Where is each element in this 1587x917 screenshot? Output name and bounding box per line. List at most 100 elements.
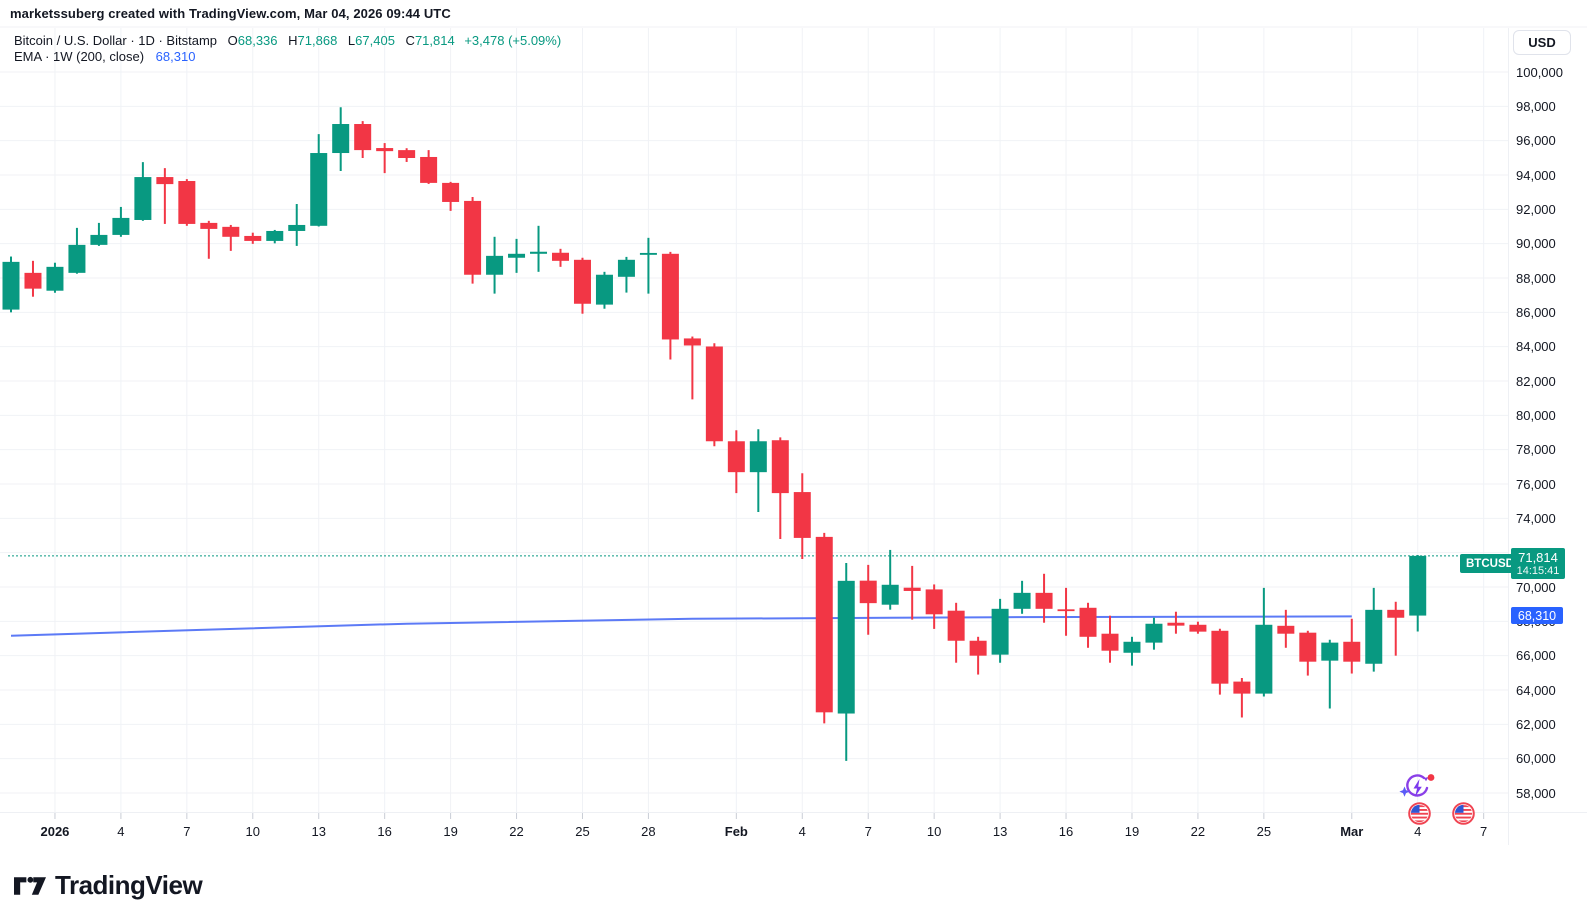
candle-jan-27[interactable] bbox=[617, 259, 635, 277]
price-axis-tick: 92,000 bbox=[1516, 201, 1556, 217]
candle-feb-24[interactable] bbox=[1233, 681, 1251, 694]
candle-feb-8[interactable] bbox=[881, 584, 899, 605]
candle-jan-29[interactable] bbox=[661, 253, 679, 340]
candle-feb-22[interactable] bbox=[1189, 624, 1207, 632]
time-axis-tick: Mar bbox=[1340, 824, 1364, 839]
candle-jan-4[interactable] bbox=[112, 217, 130, 235]
candle-jan-14[interactable] bbox=[332, 124, 350, 154]
candle-jan-7[interactable] bbox=[178, 181, 196, 224]
symbol-legend-row[interactable]: Bitcoin / U.S. Dollar · 1D · Bitstamp O6… bbox=[14, 33, 561, 49]
candle-jan-31[interactable] bbox=[705, 346, 723, 442]
time-axis-tick: 16 bbox=[377, 824, 392, 839]
price-axis-tick: 62,000 bbox=[1516, 716, 1556, 732]
time-axis-tick: 13 bbox=[992, 824, 1008, 839]
price-axis-tick: 58,000 bbox=[1516, 785, 1556, 801]
candle-feb-5[interactable] bbox=[815, 536, 833, 713]
ema-indicator-label: EMA · 1W (200, close) bbox=[14, 49, 145, 64]
candle-jan-9[interactable] bbox=[222, 226, 240, 237]
candle-jan-5[interactable] bbox=[134, 177, 152, 220]
candle-jan-13[interactable] bbox=[310, 153, 328, 226]
candle-feb-13[interactable] bbox=[991, 608, 1009, 655]
candle-jan-20[interactable] bbox=[464, 200, 482, 275]
candle-jan-23[interactable] bbox=[530, 251, 548, 254]
time-axis-tick: 28 bbox=[641, 824, 656, 839]
candle-dec-30[interactable] bbox=[2, 261, 20, 310]
high-key: H bbox=[288, 33, 298, 48]
price-axis-tick: 88,000 bbox=[1516, 270, 1556, 286]
candle-feb-6[interactable] bbox=[837, 580, 855, 714]
currency-toggle-button[interactable]: USD bbox=[1513, 30, 1571, 55]
time-axis-tick: 22 bbox=[509, 824, 524, 839]
candle-feb-17[interactable] bbox=[1079, 607, 1097, 637]
price-axis-tick: 84,000 bbox=[1516, 339, 1556, 355]
candle-jan-11[interactable] bbox=[266, 230, 284, 241]
candle-mar-4[interactable] bbox=[1409, 555, 1427, 616]
candle-jan-19[interactable] bbox=[442, 182, 460, 202]
candle-feb-23[interactable] bbox=[1211, 630, 1229, 684]
candle-jan-18[interactable] bbox=[420, 156, 438, 183]
candle-jan-16[interactable] bbox=[376, 148, 394, 152]
low-key: L bbox=[347, 33, 356, 48]
candle-feb-27[interactable] bbox=[1299, 632, 1317, 662]
candle-dec-31[interactable] bbox=[24, 272, 42, 289]
candle-mar-2[interactable] bbox=[1365, 609, 1383, 664]
candle-jan-2[interactable] bbox=[68, 244, 86, 273]
candle-jan-17[interactable] bbox=[398, 150, 416, 159]
candle-jan-25[interactable] bbox=[573, 259, 591, 304]
candle-feb-26[interactable] bbox=[1277, 625, 1295, 634]
candle-feb-21[interactable] bbox=[1167, 622, 1185, 626]
candle-feb-18[interactable] bbox=[1101, 633, 1119, 651]
candle-mar-3[interactable] bbox=[1387, 609, 1405, 618]
us-flag-event-icon[interactable] bbox=[1452, 802, 1475, 825]
candle-jan-22[interactable] bbox=[508, 253, 526, 258]
candle-feb-3[interactable] bbox=[771, 440, 789, 494]
candle-mar-1[interactable] bbox=[1343, 641, 1361, 662]
time-axis-tick: 19 bbox=[1124, 824, 1140, 839]
candle-feb-9[interactable] bbox=[903, 587, 921, 591]
open-key: O bbox=[227, 33, 238, 48]
candle-feb-2[interactable] bbox=[749, 441, 767, 473]
candle-feb-12[interactable] bbox=[969, 640, 987, 656]
candle-jan-21[interactable] bbox=[486, 255, 504, 275]
time-axis-tick: 7 bbox=[1480, 824, 1488, 839]
indicator-legend-row[interactable]: EMA · 1W (200, close) 68,310 bbox=[14, 49, 561, 65]
candle-jan-24[interactable] bbox=[552, 252, 569, 261]
candle-feb-28[interactable] bbox=[1321, 642, 1339, 661]
price-axis-tick: 74,000 bbox=[1516, 510, 1556, 526]
candle-jan-10[interactable] bbox=[244, 235, 262, 241]
price-axis-tick: 80,000 bbox=[1516, 407, 1556, 423]
high-value: 71,868 bbox=[297, 33, 338, 48]
candle-jan-3[interactable] bbox=[90, 234, 108, 245]
tradingview-brand[interactable]: TradingView bbox=[14, 870, 203, 901]
ai-events-icon[interactable] bbox=[1396, 771, 1438, 805]
last-price-value: 71,814 bbox=[1518, 550, 1558, 565]
candle-feb-10[interactable] bbox=[925, 589, 943, 615]
candle-feb-11[interactable] bbox=[947, 610, 965, 641]
candle-feb-20[interactable] bbox=[1145, 623, 1163, 643]
time-axis-tick: 25 bbox=[575, 824, 590, 839]
us-flag-event-icon[interactable] bbox=[1408, 802, 1431, 825]
candle-jan-8[interactable] bbox=[200, 222, 218, 229]
candle-feb-4[interactable] bbox=[793, 492, 811, 538]
candle-feb-19[interactable] bbox=[1123, 641, 1141, 653]
candle-jan-1[interactable] bbox=[46, 266, 64, 291]
time-axis-tick: 10 bbox=[926, 824, 942, 839]
candle-jan-28[interactable] bbox=[639, 252, 657, 255]
time-axis-tick: 7 bbox=[864, 824, 872, 839]
candle-jan-15[interactable] bbox=[354, 124, 372, 151]
candle-jan-26[interactable] bbox=[595, 274, 613, 305]
candle-jan-12[interactable] bbox=[288, 224, 306, 231]
candle-jan-30[interactable] bbox=[683, 338, 701, 346]
tradingview-logo-icon bbox=[14, 876, 46, 895]
candle-feb-15[interactable] bbox=[1035, 592, 1053, 609]
candle-jan-6[interactable] bbox=[156, 177, 174, 185]
low-value: 67,405 bbox=[355, 33, 395, 48]
candle-feb-1[interactable] bbox=[727, 441, 745, 473]
candle-feb-7[interactable] bbox=[859, 580, 877, 604]
candle-feb-25[interactable] bbox=[1255, 624, 1273, 694]
candle-feb-14[interactable] bbox=[1013, 592, 1031, 609]
price-axis-tick: 96,000 bbox=[1516, 133, 1556, 149]
candle-feb-16[interactable] bbox=[1057, 609, 1075, 612]
